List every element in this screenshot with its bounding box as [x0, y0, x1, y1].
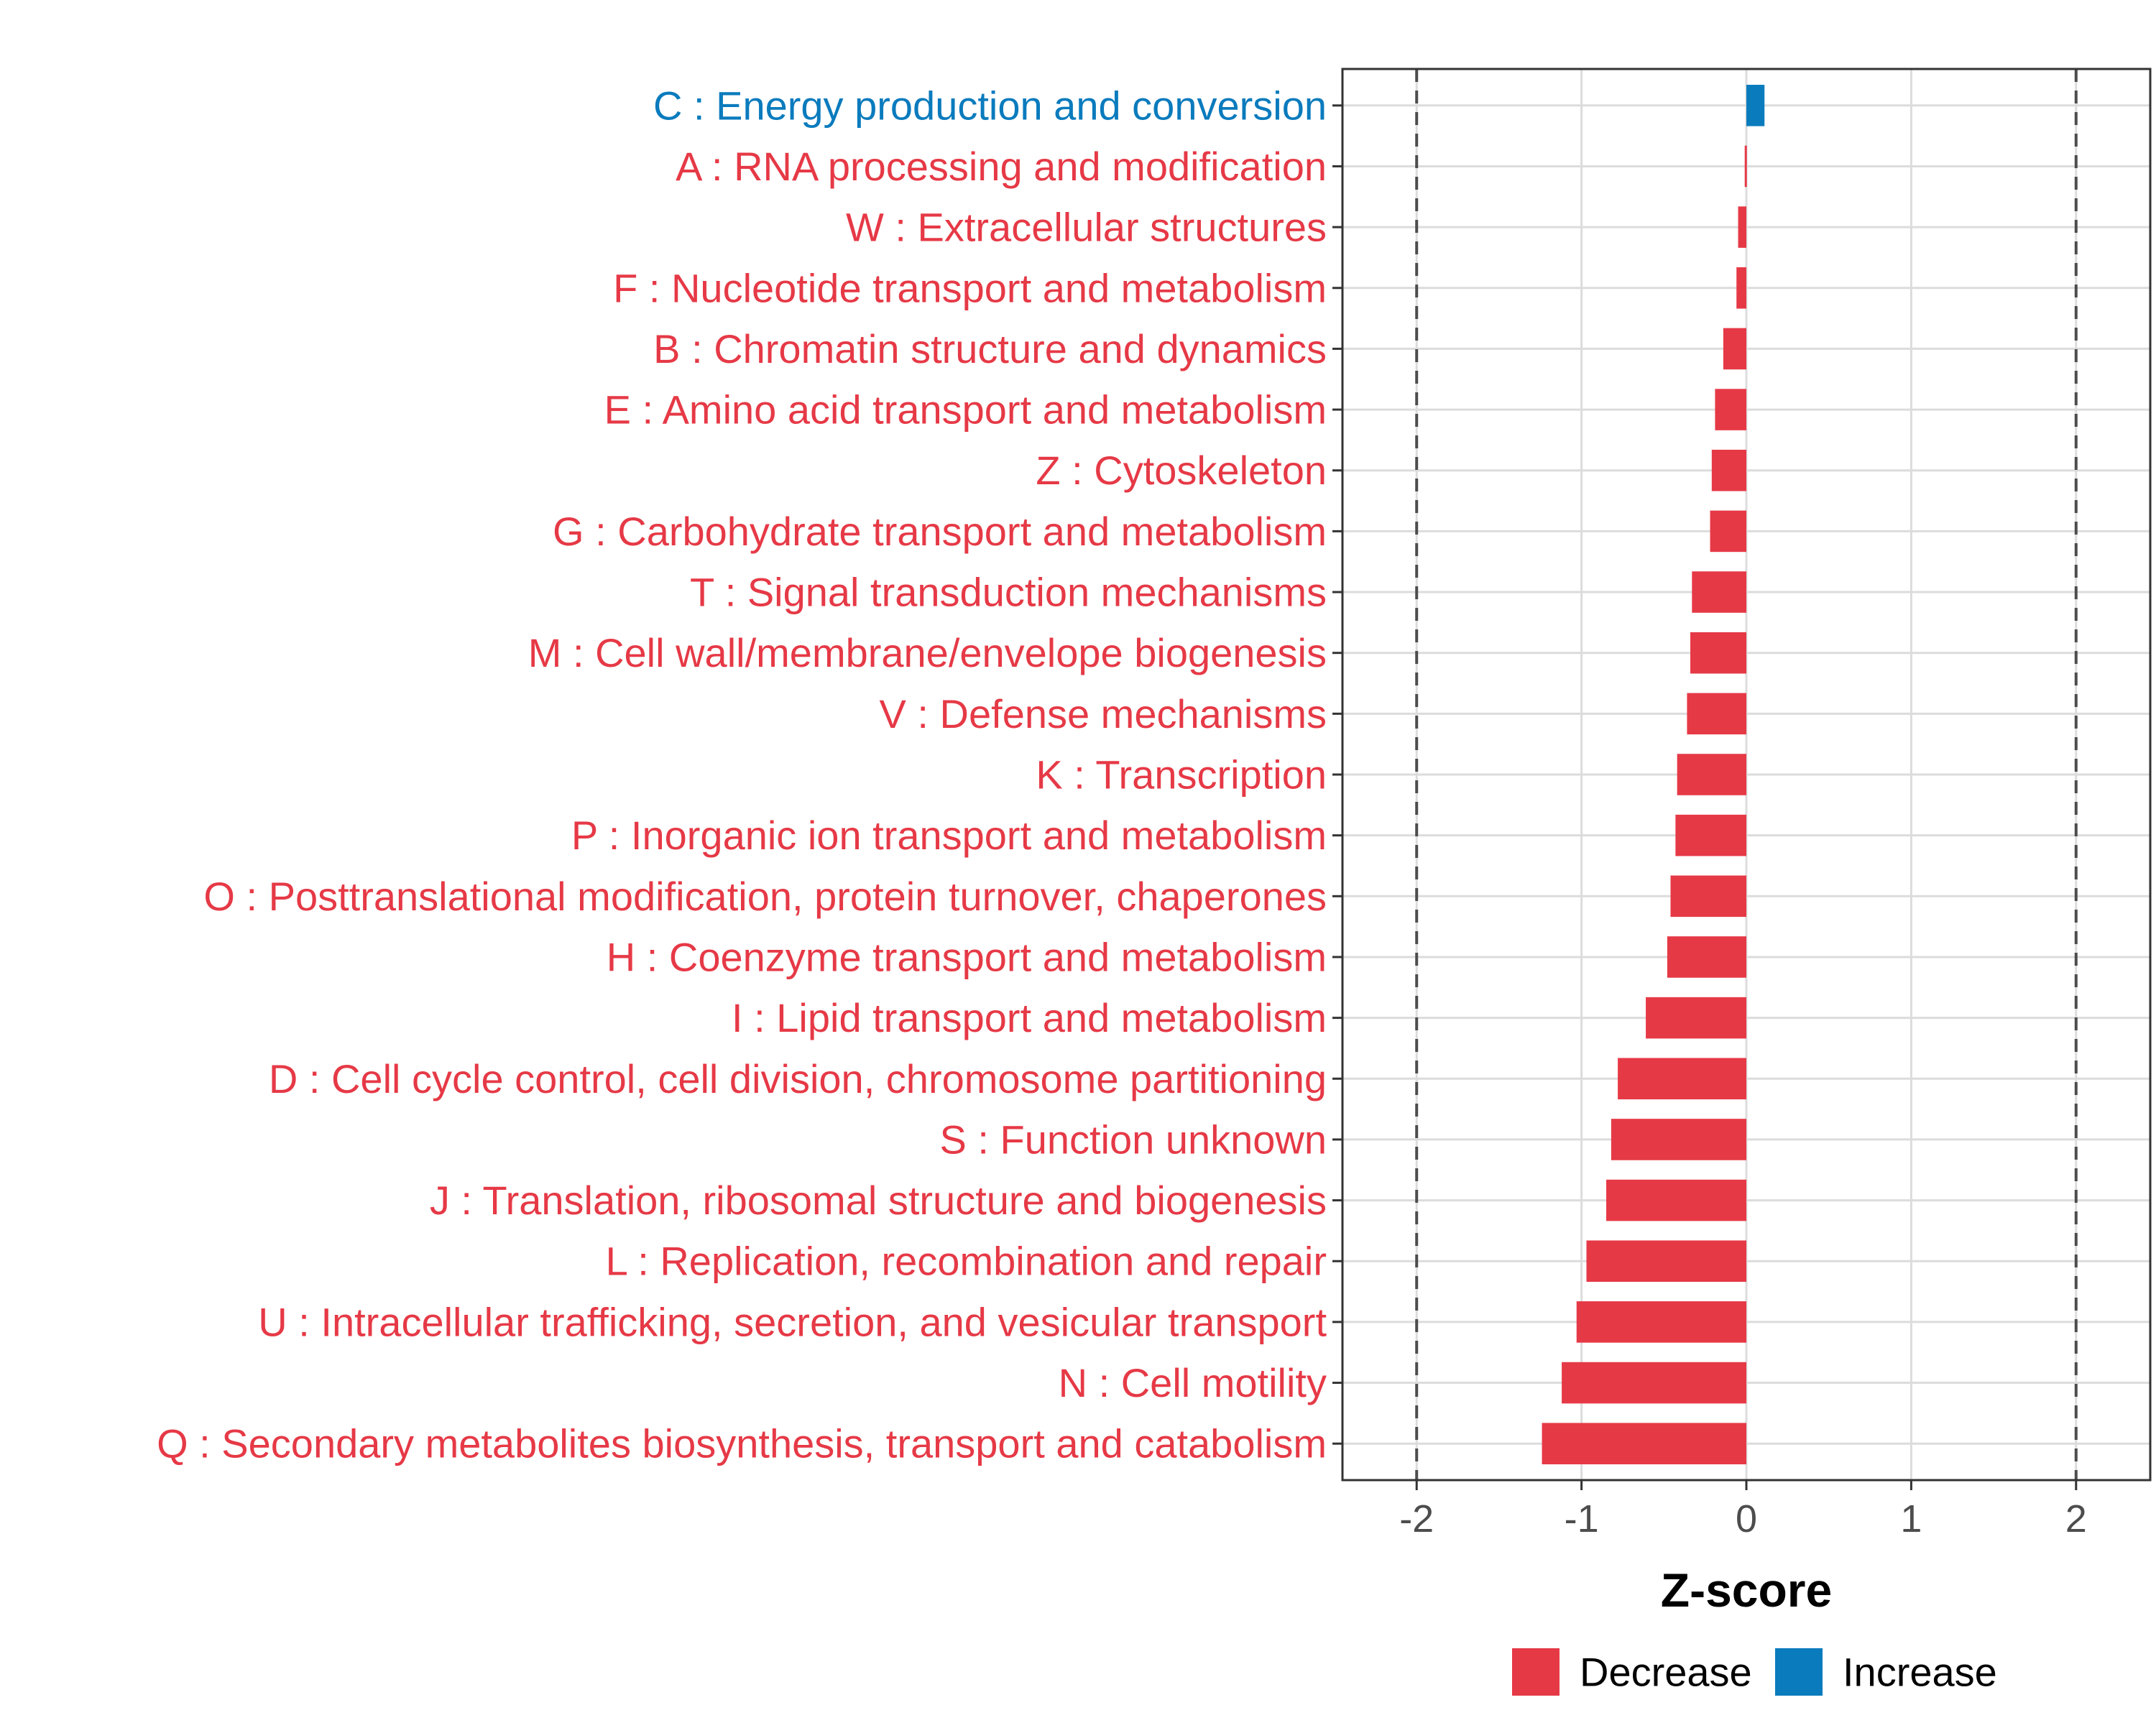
x-tick-label: -2 — [1399, 1497, 1434, 1540]
category-label: H : Coenzyme transport and metabolism — [607, 934, 1327, 979]
category-label: U : Intracellular trafficking, secretion… — [258, 1299, 1327, 1344]
bar — [1646, 997, 1746, 1039]
legend-label-decrease: Decrease — [1580, 1650, 1752, 1695]
bar — [1606, 1179, 1746, 1221]
category-label: P : Inorganic ion transport and metaboli… — [571, 813, 1327, 858]
category-label: A : RNA processing and modification — [676, 144, 1327, 189]
bar — [1562, 1362, 1746, 1404]
category-label: M : Cell wall/membrane/envelope biogenes… — [528, 630, 1327, 675]
bar — [1542, 1423, 1746, 1464]
bar — [1715, 389, 1746, 430]
bar — [1744, 145, 1747, 188]
category-label: L : Replication, recombination and repai… — [606, 1239, 1327, 1284]
bar — [1667, 936, 1746, 978]
bar — [1736, 267, 1746, 309]
category-label: F : Nucleotide transport and metabolism — [613, 265, 1327, 310]
bar — [1618, 1058, 1746, 1100]
bar — [1711, 449, 1746, 491]
bar — [1692, 571, 1746, 613]
category-label: O : Posttranslational modification, prot… — [203, 874, 1327, 919]
y-axis: C : Energy production and conversion A : … — [157, 83, 1342, 1466]
x-axis-title: Z-score — [1661, 1563, 1832, 1617]
category-label: C : Energy production and conversion — [653, 83, 1327, 128]
bar — [1586, 1240, 1746, 1283]
bar — [1746, 85, 1765, 126]
bar — [1687, 693, 1746, 735]
category-label: J : Translation, ribosomal structure and… — [430, 1178, 1327, 1223]
bars — [1542, 85, 1765, 1464]
x-tick-label: 2 — [2065, 1497, 2087, 1540]
x-axis: -2 -1 0 1 2 — [1399, 1480, 2087, 1540]
bar — [1576, 1301, 1746, 1343]
category-label: Z : Cytoskeleton — [1036, 448, 1327, 493]
legend-swatch-decrease — [1512, 1648, 1560, 1696]
x-tick-label: 1 — [1900, 1497, 1922, 1540]
bar — [1710, 510, 1746, 553]
category-label: N : Cell motility — [1059, 1360, 1327, 1405]
category-label: E : Amino acid transport and metabolism — [604, 387, 1327, 433]
category-label: B : Chromatin structure and dynamics — [653, 326, 1327, 371]
category-label: Q : Secondary metabolites biosynthesis, … — [157, 1421, 1327, 1466]
x-tick-label: -1 — [1565, 1497, 1599, 1540]
category-label: G : Carbohydrate transport and metabolis… — [553, 509, 1327, 554]
bar — [1675, 814, 1746, 856]
category-label: K : Transcription — [1036, 752, 1327, 798]
bar — [1670, 875, 1746, 918]
legend: Decrease Increase — [1512, 1648, 1997, 1696]
category-label: V : Defense mechanisms — [880, 691, 1327, 736]
legend-label-increase: Increase — [1843, 1650, 1997, 1695]
legend-swatch-increase — [1775, 1648, 1823, 1696]
reference-lines — [1415, 69, 2078, 1480]
bar — [1738, 206, 1746, 248]
category-label: I : Lipid transport and metabolism — [732, 995, 1327, 1040]
bar — [1611, 1119, 1746, 1160]
x-tick-label: 0 — [1736, 1497, 1757, 1540]
category-label: W : Extracellular structures — [846, 205, 1327, 250]
bar — [1723, 328, 1746, 370]
category-label: S : Function unknown — [939, 1117, 1327, 1162]
category-label: T : Signal transduction mechanisms — [690, 570, 1327, 615]
category-label: D : Cell cycle control, cell division, c… — [269, 1056, 1327, 1101]
bar — [1690, 632, 1746, 674]
bar — [1677, 754, 1746, 795]
